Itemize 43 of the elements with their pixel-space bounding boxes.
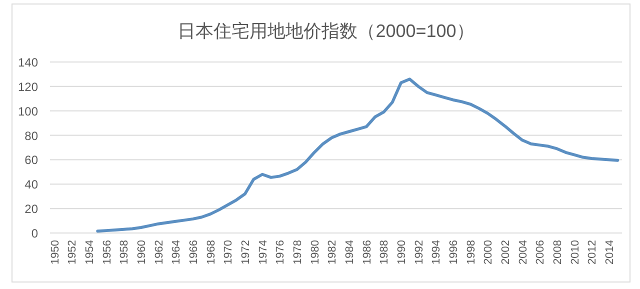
x-tick-label: 1992: [413, 240, 426, 264]
x-tick-label: 1980: [309, 240, 322, 264]
x-tick-label: 1962: [153, 240, 166, 264]
y-tick-label: 140: [18, 56, 38, 70]
x-tick-label: 1970: [222, 240, 235, 264]
y-tick-label: 20: [24, 202, 38, 216]
x-tick-label: 1952: [66, 240, 79, 264]
x-tick-label: 1988: [378, 240, 391, 264]
x-tick-label: 1950: [49, 240, 62, 264]
x-tick-label: 2012: [586, 240, 599, 264]
y-tick-label: 100: [18, 104, 38, 118]
x-tick-label: 2006: [534, 240, 547, 264]
x-tick-label: 2002: [500, 240, 512, 264]
x-tick-label: 2004: [517, 240, 530, 264]
x-tick-label: 1968: [205, 240, 218, 264]
x-tick-label: 1996: [448, 240, 460, 264]
y-tick-label: 80: [24, 128, 38, 143]
x-tick-label: 1964: [170, 240, 183, 264]
x-tick-label: 2014: [604, 240, 616, 264]
x-tick-label: 1998: [465, 240, 478, 264]
x-tick-label: 1986: [361, 240, 374, 264]
x-tick-label: 1966: [188, 240, 200, 264]
y-tick-label: 40: [24, 178, 38, 192]
line-series: [96, 78, 620, 233]
x-tick-label: 1994: [430, 240, 443, 264]
x-tick-label: 1990: [396, 240, 408, 264]
x-tick-label: 1978: [292, 240, 304, 264]
y-tick-label: 60: [24, 153, 38, 168]
x-tick-label: 1972: [240, 240, 252, 264]
y-tick-label: 120: [18, 80, 38, 94]
y-tick-label: 0: [31, 226, 38, 240]
x-tick-label: 1958: [118, 240, 131, 264]
x-tick-label: 1982: [326, 240, 339, 264]
chart-title: 日本住宅用地地价指数（2000=100）: [178, 21, 474, 41]
x-tick-label: 2008: [552, 240, 564, 264]
x-tick-label: 2010: [569, 240, 582, 264]
x-tick-label: 1974: [257, 240, 270, 264]
x-tick-label: 1976: [274, 240, 287, 264]
x-tick-label: 1956: [101, 240, 114, 264]
x-tick-label: 1960: [136, 240, 148, 264]
x-tick-label: 1954: [84, 240, 96, 264]
x-tick-label: 1984: [344, 240, 356, 264]
x-tick-label: 2000: [482, 240, 495, 264]
